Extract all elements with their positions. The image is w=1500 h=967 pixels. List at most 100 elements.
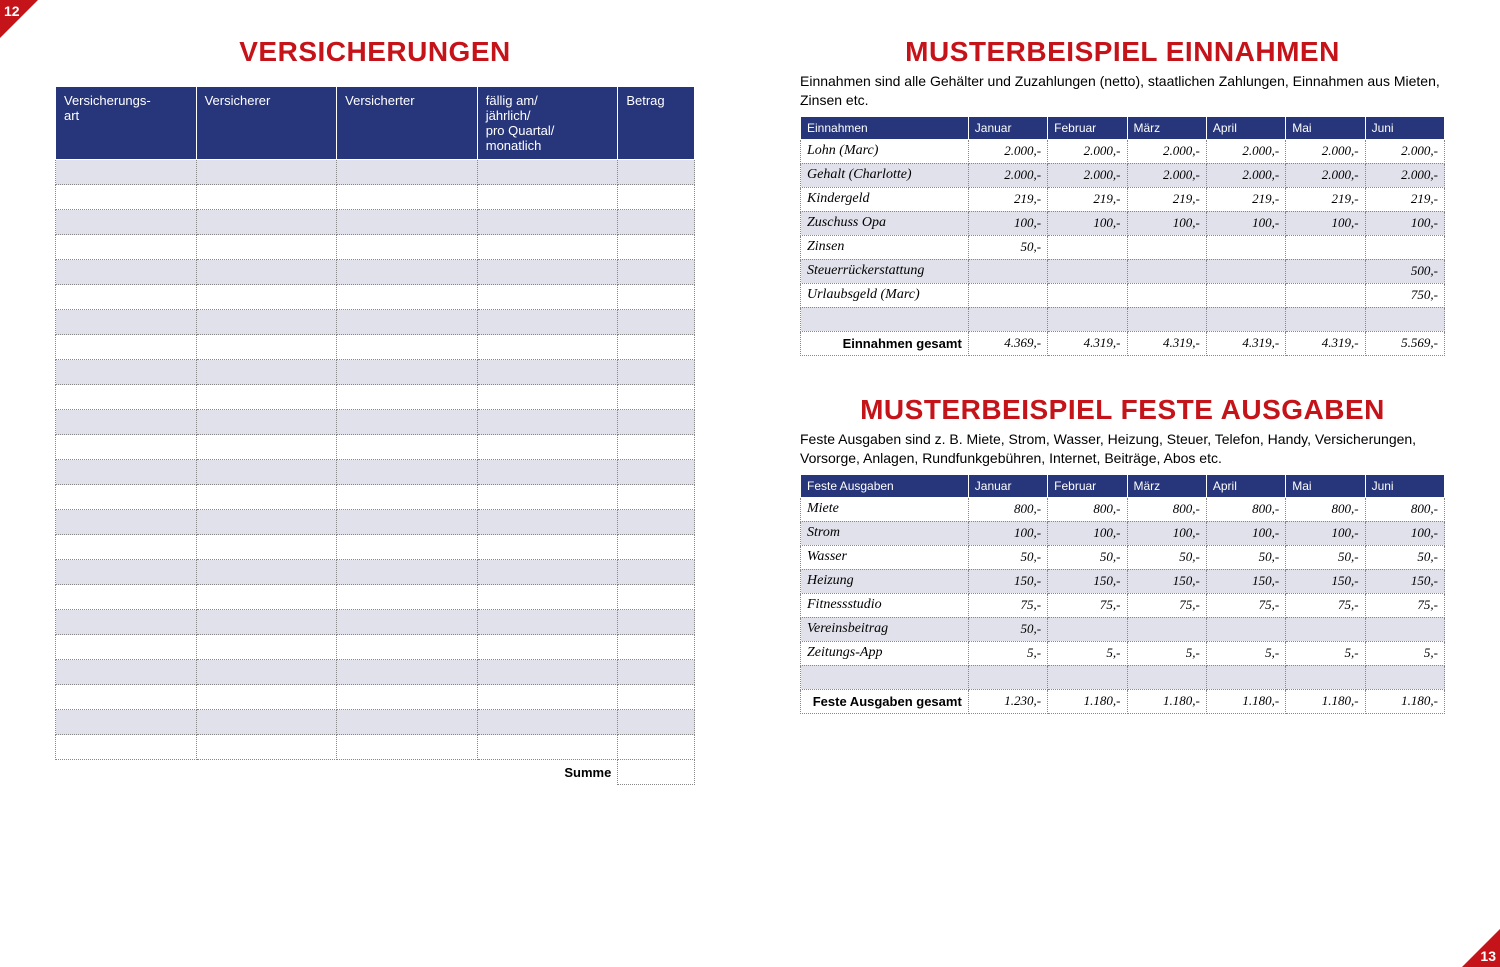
- insurance-cell: [477, 335, 618, 360]
- page-left: VERSICHERUNGEN Versicherungs-artVersiche…: [0, 0, 750, 967]
- table-cell: 2.000,-: [1127, 139, 1206, 163]
- table-total-cell: 4.319,-: [1048, 331, 1127, 355]
- insurance-cell: [56, 635, 197, 660]
- insurance-cell: [56, 410, 197, 435]
- table-total-cell: 1.180,-: [1206, 689, 1285, 713]
- table-cell: 2.000,-: [1365, 163, 1444, 187]
- insurance-cell: [196, 260, 337, 285]
- insurance-cell: [196, 585, 337, 610]
- insurance-cell: [196, 735, 337, 760]
- insurance-cell: [196, 235, 337, 260]
- table-total-cell: 1.180,-: [1286, 689, 1365, 713]
- table-cell: 100,-: [1206, 521, 1285, 545]
- insurance-cell: [337, 510, 478, 535]
- expenses-table: Feste AusgabenJanuarFebruarMärzAprilMaiJ…: [800, 474, 1445, 714]
- insurance-cell: [56, 460, 197, 485]
- table-row-label: Zuschuss Opa: [801, 211, 969, 235]
- table-cell: 219,-: [1286, 187, 1365, 211]
- table-cell: [1365, 617, 1444, 641]
- insurance-cell: [337, 210, 478, 235]
- insurance-cell: [56, 435, 197, 460]
- insurance-cell: [477, 310, 618, 335]
- table-cell: [1127, 235, 1206, 259]
- insurance-cell: [477, 185, 618, 210]
- insurance-cell: [337, 360, 478, 385]
- insurance-cell: [618, 160, 695, 185]
- insurance-cell: [337, 485, 478, 510]
- table-cell: 5,-: [1048, 641, 1127, 665]
- table-cell: [1206, 283, 1285, 307]
- insurance-cell: [477, 260, 618, 285]
- table-total-cell: 4.319,-: [1127, 331, 1206, 355]
- table-cell: [1048, 283, 1127, 307]
- table-cell: 100,-: [1048, 521, 1127, 545]
- table-total-cell: 5.569,-: [1365, 331, 1444, 355]
- income-table: EinnahmenJanuarFebruarMärzAprilMaiJuni L…: [800, 116, 1445, 356]
- insurance-cell: [337, 335, 478, 360]
- insurance-cell: [337, 585, 478, 610]
- insurance-cell: [477, 410, 618, 435]
- page-number-left: 12: [4, 3, 20, 19]
- table-total-cell: 4.319,-: [1206, 331, 1285, 355]
- table-col-header: März: [1127, 116, 1206, 139]
- table-cell: 150,-: [1048, 569, 1127, 593]
- expenses-intro: Feste Ausgaben sind z. B. Miete, Strom, …: [800, 430, 1445, 468]
- table-cell: 2.000,-: [1127, 163, 1206, 187]
- table-row-label: Steuerrückerstattung: [801, 259, 969, 283]
- insurance-cell: [618, 235, 695, 260]
- table-col-header: Mai: [1286, 474, 1365, 497]
- insurance-cell: [196, 535, 337, 560]
- insurance-cell: [477, 160, 618, 185]
- table-cell: [968, 307, 1047, 331]
- table-cell: 100,-: [1048, 211, 1127, 235]
- insurance-cell: [337, 410, 478, 435]
- table-cell: [1365, 307, 1444, 331]
- insurance-cell: [477, 610, 618, 635]
- table-col-header: Feste Ausgaben: [801, 474, 969, 497]
- insurance-cell: [477, 560, 618, 585]
- table-cell: 100,-: [1127, 211, 1206, 235]
- insurance-col-header: fällig am/jährlich/pro Quartal/monatlich: [477, 87, 618, 160]
- insurance-cell: [56, 560, 197, 585]
- table-cell: 5,-: [1286, 641, 1365, 665]
- table-col-header: Juni: [1365, 474, 1444, 497]
- insurance-cell: [618, 610, 695, 635]
- insurance-table: Versicherungs-artVersichererVersicherter…: [55, 86, 695, 785]
- insurance-cell: [618, 435, 695, 460]
- table-total-label: Feste Ausgaben gesamt: [801, 689, 969, 713]
- insurance-cell: [56, 735, 197, 760]
- table-cell: 800,-: [1206, 497, 1285, 521]
- table-row-label: Zeitungs-App: [801, 641, 969, 665]
- expenses-title: MUSTERBEISPIEL FESTE AUSGABEN: [800, 394, 1445, 426]
- insurance-cell: [337, 285, 478, 310]
- table-cell: 75,-: [1127, 593, 1206, 617]
- table-cell: 2.000,-: [1286, 139, 1365, 163]
- insurance-cell: [56, 510, 197, 535]
- insurance-cell: [196, 635, 337, 660]
- table-cell: [968, 259, 1047, 283]
- insurance-cell: [196, 310, 337, 335]
- table-cell: 800,-: [1286, 497, 1365, 521]
- table-cell: 100,-: [1206, 211, 1285, 235]
- insurance-cell: [618, 460, 695, 485]
- table-cell: 75,-: [1048, 593, 1127, 617]
- table-cell: 219,-: [1048, 187, 1127, 211]
- table-col-header: Februar: [1048, 474, 1127, 497]
- table-row-label: [801, 665, 969, 689]
- insurance-cell: [337, 460, 478, 485]
- table-cell: 100,-: [1365, 211, 1444, 235]
- insurance-cell: [56, 585, 197, 610]
- insurance-cell: [56, 260, 197, 285]
- table-cell: [1286, 259, 1365, 283]
- table-cell: 2.000,-: [1048, 163, 1127, 187]
- table-cell: [1048, 307, 1127, 331]
- table-cell: [1127, 259, 1206, 283]
- table-cell: 50,-: [1206, 545, 1285, 569]
- insurance-cell: [196, 185, 337, 210]
- insurance-cell: [618, 710, 695, 735]
- table-total-cell: 1.180,-: [1048, 689, 1127, 713]
- table-cell: [1365, 665, 1444, 689]
- table-cell: 5,-: [1206, 641, 1285, 665]
- insurance-cell: [618, 485, 695, 510]
- insurance-title: VERSICHERUNGEN: [55, 36, 695, 68]
